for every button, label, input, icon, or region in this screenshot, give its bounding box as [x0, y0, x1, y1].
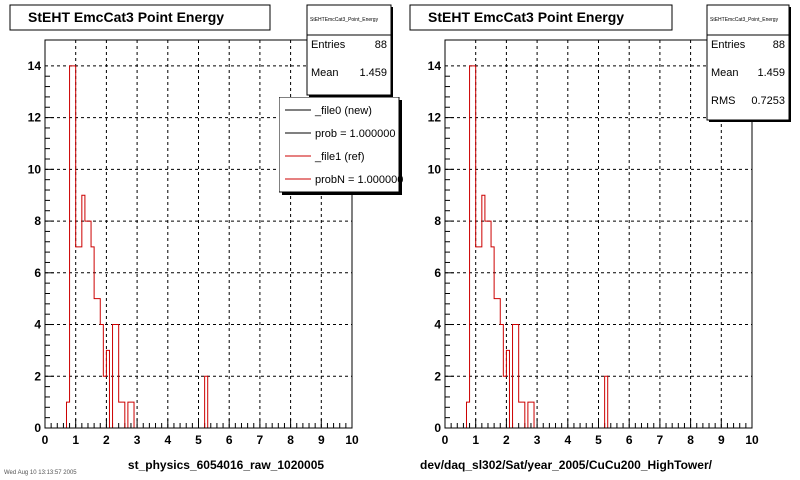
stats-name: StEHTEmcCat3_Point_Energy — [310, 17, 379, 23]
stats-box — [306, 4, 392, 96]
title-box — [9, 4, 271, 31]
y-tick-label: 12 — [428, 111, 442, 125]
x-tick-label: 2 — [103, 433, 110, 447]
x-tick-label: 6 — [626, 433, 633, 447]
axis-ticks — [444, 75, 753, 429]
legend-label: prob = 1.000000 — [315, 128, 395, 140]
x-tick-label: 7 — [657, 433, 664, 447]
y-tick-label: 4 — [34, 318, 41, 332]
stats-name: StEHTEmcCat3_Point_Energy — [710, 17, 779, 23]
x-tick-label: 9 — [718, 433, 725, 447]
stats-label: Mean — [311, 67, 339, 79]
y-tick-label: 10 — [28, 162, 42, 176]
legend: _file0 (new) prob = 1.000000 _file1 (ref) p… — [279, 97, 403, 195]
title-box — [409, 4, 673, 31]
stats-value: 1.459 — [359, 67, 387, 79]
y-tick-label: 0 — [34, 421, 41, 435]
x-tick-label: 3 — [134, 433, 141, 447]
stats-label: Entries — [311, 39, 346, 51]
legend-label: probN = 1.000000 — [315, 174, 403, 186]
stats-label: Mean — [711, 67, 739, 79]
y-tick-label: 8 — [434, 214, 441, 228]
chart-title: StEHT EmcCat3 Point Energy — [428, 9, 624, 25]
y-tick-label: 12 — [28, 111, 42, 125]
y-tick-label: 10 — [428, 162, 442, 176]
legend-label: _file1 (ref) — [314, 151, 365, 163]
histogram-outline — [465, 65, 609, 429]
x-tick-label: 0 — [42, 433, 49, 447]
x-tick-label: 1 — [72, 433, 79, 447]
x-axis-label: st_physics_6054016_raw_1020005 — [128, 458, 324, 472]
y-tick-label: 0 — [434, 421, 441, 435]
x-tick-label: 10 — [345, 433, 359, 447]
axis-ticks — [44, 75, 353, 429]
x-tick-label: 6 — [226, 433, 233, 447]
legend-box — [279, 97, 400, 193]
y-tick-label: 6 — [34, 266, 41, 280]
x-tick-label: 7 — [257, 433, 264, 447]
x-tick-label: 1 — [472, 433, 479, 447]
y-tick-label: 14 — [428, 59, 442, 73]
histogram-outline — [65, 65, 209, 429]
x-tick-label: 0 — [442, 433, 449, 447]
plot-border — [444, 39, 753, 429]
stats-label: RMS — [711, 95, 735, 107]
y-tick-label: 6 — [434, 266, 441, 280]
stats-value: 1.459 — [757, 67, 785, 79]
stats-box — [706, 4, 790, 121]
x-tick-label: 5 — [595, 433, 602, 447]
stats-value: 88 — [375, 39, 387, 51]
x-tick-label: 5 — [195, 433, 202, 447]
x-tick-label: 8 — [287, 433, 294, 447]
chart-title: StEHT EmcCat3 Point Energy — [28, 9, 224, 25]
footer-date: Wed Aug 10 13:13:57 2005 — [4, 470, 77, 476]
x-tick-label: 9 — [318, 433, 325, 447]
x-tick-label: 10 — [745, 433, 759, 447]
x-tick-label: 4 — [564, 433, 571, 447]
y-tick-label: 8 — [34, 214, 41, 228]
y-tick-label: 4 — [434, 318, 441, 332]
legend-label: _file0 (new) — [314, 105, 372, 117]
stats-value: 88 — [773, 39, 785, 51]
x-tick-label: 4 — [164, 433, 171, 447]
y-tick-label: 14 — [28, 59, 42, 73]
y-tick-label: 2 — [434, 369, 441, 383]
stats-label: Entries — [711, 39, 746, 51]
x-tick-label: 2 — [503, 433, 510, 447]
x-axis-label: dev/daq_sl302/Sat/year_2005/CuCu200_High… — [420, 458, 713, 472]
plot-border — [44, 39, 353, 429]
y-tick-label: 2 — [34, 369, 41, 383]
x-tick-label: 8 — [687, 433, 694, 447]
x-tick-label: 3 — [534, 433, 541, 447]
stats-value: 0.7253 — [751, 95, 785, 107]
